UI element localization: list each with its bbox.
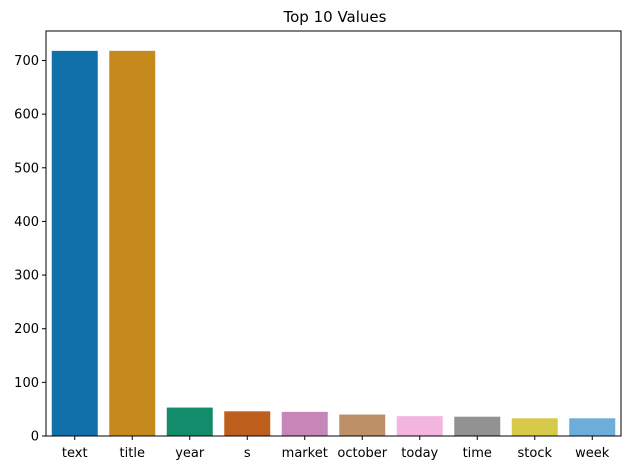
y-axis: 0 100 200 300 400 500 600 700 [14,54,46,445]
y-tick-label: 0 [31,430,39,445]
y-tick-label: 300 [14,269,39,284]
plot-frame [45,30,622,437]
y-tick-label: 500 [14,161,39,176]
x-tick-label: time [463,446,492,461]
bars-layer [51,50,616,436]
x-tick-label: week [575,446,610,461]
x-tick-label: year [175,446,205,461]
x-tick-label: s [244,446,251,461]
bar-text [51,50,98,436]
bar-october [339,414,386,436]
bar-title [109,50,156,436]
bar-market [281,411,328,436]
bar-stock [511,418,558,436]
bar-time [454,416,501,436]
bar-today [396,416,443,436]
x-tick-label: october [337,446,387,461]
x-tick-label: title [120,446,145,461]
x-axis: text title year s market october today time stoc… [62,436,610,461]
x-tick-label: text [62,446,88,461]
y-tick-label: 400 [14,215,39,230]
x-tick-label: today [401,446,438,461]
y-tick-label: 600 [14,108,39,123]
bar-week [569,418,616,436]
bar-s [224,411,271,436]
y-tick-label: 200 [14,322,39,337]
x-tick-label: stock [518,446,553,461]
y-tick-label: 100 [14,376,39,391]
bar-year [166,407,213,436]
chart-title: Top 10 Values [283,8,387,26]
y-tick-label: 700 [14,54,39,69]
x-tick-label: market [282,446,328,461]
